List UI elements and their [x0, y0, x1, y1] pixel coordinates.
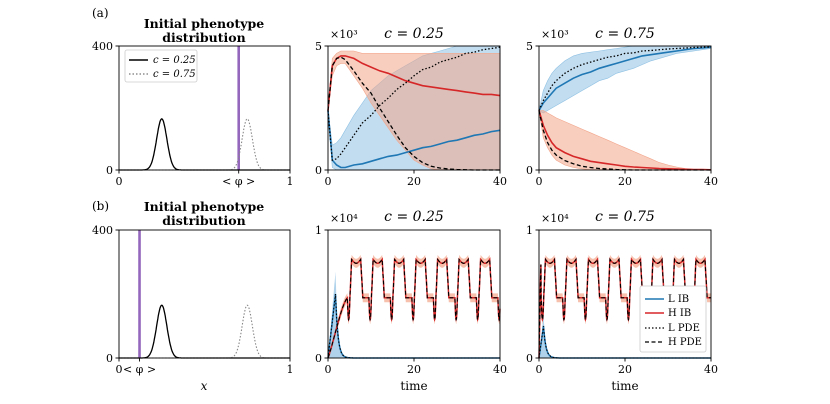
legend-l-ib: L IB — [668, 294, 689, 305]
a2-series-l-ib — [327, 110, 501, 169]
a3-band-l — [538, 45, 712, 114]
b3-xtick-label-2: 40 — [704, 363, 718, 376]
legend-c075: c = 0.75 — [153, 69, 196, 80]
b2-series-h-pde — [327, 257, 501, 359]
b1-xtick-label-0: 0 — [116, 363, 123, 376]
a3-series-h-ib — [538, 110, 712, 171]
b2-ytick-label-1: 1 — [315, 224, 322, 237]
b2-xtick-label-0: 0 — [325, 363, 332, 376]
legend-l-pde: L PDE — [668, 323, 700, 334]
a3-series-h-pde — [538, 110, 711, 171]
a3-xtick-label-0: 0 — [536, 175, 543, 188]
a1-xtick-label-2: 1 — [287, 175, 294, 188]
panel-b2-title: c = 0.25 — [384, 209, 444, 225]
a3-series-l-ib — [538, 46, 712, 111]
b2-xtick-label-2: 40 — [493, 363, 507, 376]
panel-b2-exponent: ×10⁴ — [330, 212, 358, 225]
a3-ytick-label-1: 5 — [526, 40, 533, 53]
b1-ytick-label-0: 0 — [106, 352, 113, 365]
legend-h-pde: H PDE — [668, 337, 702, 348]
panel-b3-legend: L IB H IB L PDE H PDE — [639, 285, 707, 353]
a1-frame — [118, 45, 291, 171]
panel-a2-exponent: ×10³ — [330, 28, 358, 41]
panel-a2-title: c = 0.25 — [384, 26, 444, 42]
a2-ytick-label-0: 0 — [315, 164, 322, 177]
b1-xtick-label-1: < φ > — [123, 363, 156, 376]
a3-xtick-label-1: 20 — [618, 175, 632, 188]
b3-xtick-label-0: 0 — [536, 363, 543, 376]
b1-series-c075 — [119, 304, 290, 359]
b1-series-c025 — [119, 304, 290, 359]
b3-ytick-label-0: 0 — [526, 352, 533, 365]
a1-xtick-label-0: 0 — [116, 175, 123, 188]
panel-a3-title: c = 0.75 — [595, 26, 655, 42]
panel-a1-title-line1: Initial phenotype — [144, 16, 264, 31]
legend-c025: c = 0.25 — [153, 55, 196, 66]
a1-series-c075 — [119, 118, 290, 171]
panel-b2-c025: c = 0.25 ×10⁴ time 0 20 40 0 1 — [315, 209, 507, 393]
panel-a1-legend: c = 0.25 c = 0.75 — [124, 49, 198, 83]
panel-a2-c025: c = 0.25 ×10³ 0 20 40 0 5 — [315, 26, 507, 188]
panel-b3-exponent: ×10⁴ — [541, 212, 569, 225]
b3-series-h-pde — [538, 257, 711, 359]
b2-xtick-label-1: 20 — [407, 363, 421, 376]
panel-b2-xlabel: time — [400, 379, 427, 393]
a3-xtick-label-2: 40 — [704, 175, 718, 188]
a2-xtick-label-0: 0 — [325, 175, 332, 188]
panel-b1-initial-distribution: Initial phenotype distribution x 0 < φ >1… — [92, 199, 294, 393]
a1-xtick-label-1: < φ > — [222, 175, 255, 188]
a2-series-h-pde — [327, 56, 500, 171]
legend-h-ib: H IB — [668, 308, 691, 319]
a1-ytick-label-1: 400 — [92, 40, 113, 53]
a2-series-h-ib — [327, 55, 501, 111]
b1-ytick-label-1: 400 — [92, 224, 113, 237]
a2-series-l-pde — [327, 46, 501, 161]
panel-b1-title-line2: distribution — [162, 213, 245, 228]
a3-series-l-pde — [538, 46, 712, 111]
panel-a1-initial-distribution: Initial phenotype distribution 0 < φ > 1 0 4… — [92, 16, 294, 188]
b3-xtick-label-1: 20 — [618, 363, 632, 376]
a3-ytick-label-0: 0 — [526, 164, 533, 177]
panel-b3-xlabel: time — [611, 379, 638, 393]
a1-ytick-label-0: 0 — [106, 164, 113, 177]
b1-frame — [118, 229, 291, 359]
row-label-a: (a) — [92, 6, 109, 20]
a2-xtick-label-2: 40 — [493, 175, 507, 188]
panel-b3-c075: c = 0.75 ×10⁴ time 0 20 40 0 1 L IB H IB L P… — [526, 209, 718, 393]
a1-series-c025 — [119, 117, 290, 171]
panel-b1-xlabel: x — [201, 379, 208, 393]
panel-b3-title: c = 0.75 — [595, 209, 655, 225]
row-label-b: (b) — [92, 199, 109, 213]
a2-ytick-label-1: 5 — [315, 40, 322, 53]
panel-a3-c075: c = 0.75 ×10³ 0 20 40 0 5 — [526, 26, 718, 188]
b2-ytick-label-0: 0 — [315, 352, 322, 365]
a2-xtick-label-1: 20 — [407, 175, 421, 188]
b1-xtick-label-2: 1 — [287, 363, 294, 376]
panel-a3-exponent: ×10³ — [541, 28, 569, 41]
panel-b1-title-line1: Initial phenotype — [144, 199, 264, 214]
panel-a1-title-line2: distribution — [162, 30, 245, 45]
b3-ytick-label-1: 1 — [526, 224, 533, 237]
